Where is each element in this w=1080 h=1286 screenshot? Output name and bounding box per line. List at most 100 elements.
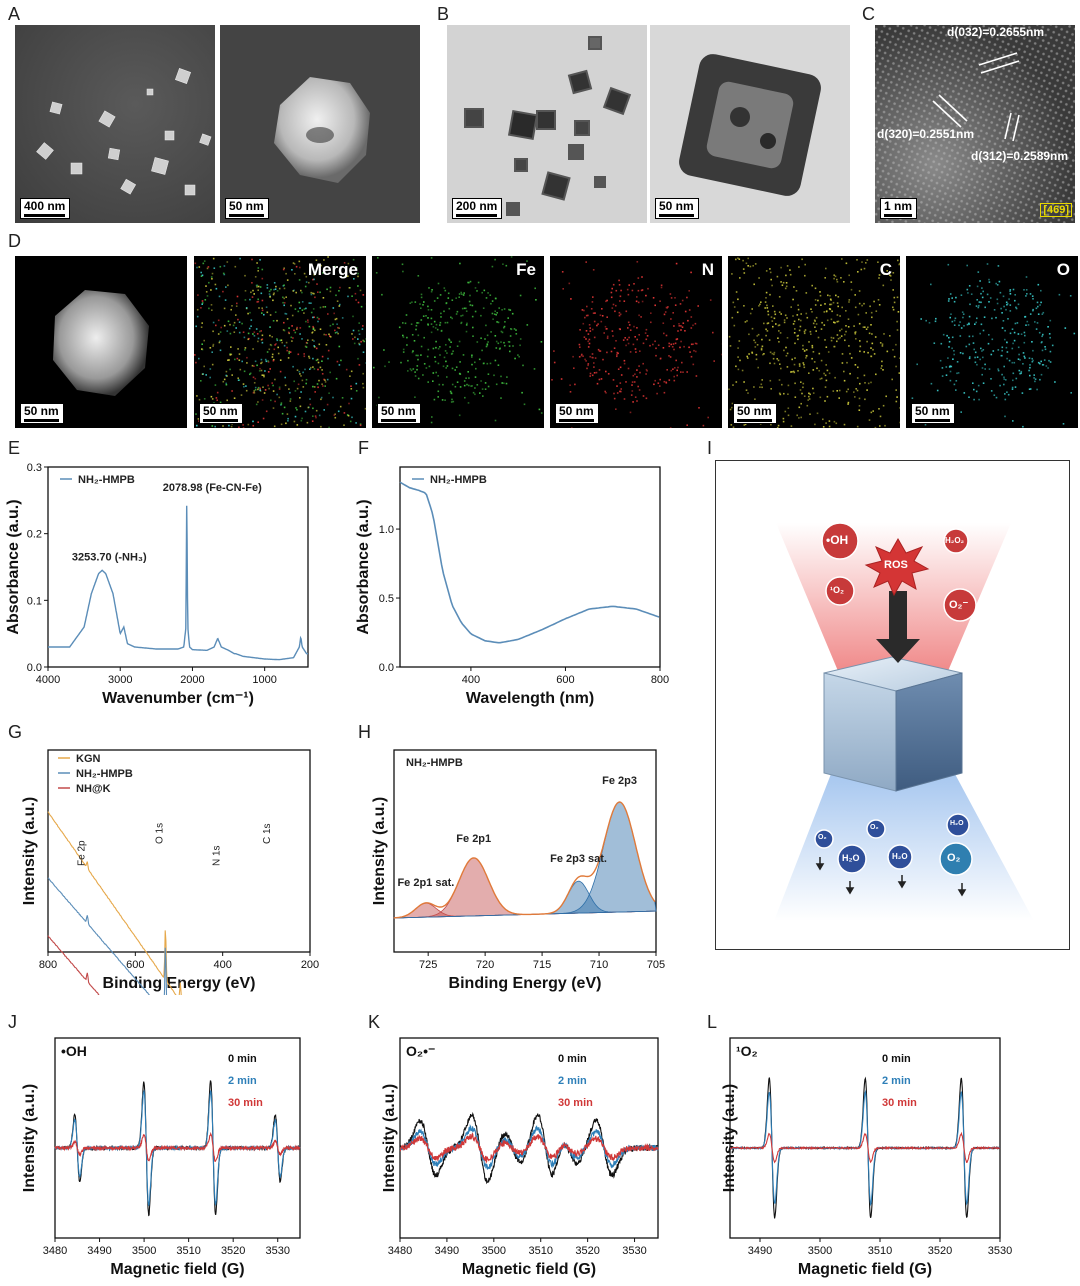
scale-bar: 50 nm xyxy=(655,198,699,219)
x-tick-label: 3520 xyxy=(575,1245,599,1257)
x-tick-label: 2000 xyxy=(180,674,204,686)
eds-element-label: Merge xyxy=(308,260,358,280)
legend-label: 0 min xyxy=(228,1053,257,1065)
x-tick-label: 3530 xyxy=(265,1245,289,1257)
panel-label-b: B xyxy=(437,4,449,25)
ftir-series-line xyxy=(48,506,308,660)
x-tick-label: 3510 xyxy=(176,1245,200,1257)
y-axis-label: Intensity (a.u.) xyxy=(21,1084,38,1192)
legend-label: NH@K xyxy=(76,783,111,795)
scale-bar: 200 nm xyxy=(452,198,502,219)
uv-series-line xyxy=(400,482,659,643)
peak-label: Fe 2p3 xyxy=(602,775,637,787)
scale-bar: 50 nm xyxy=(555,403,599,424)
x-tick-label: 3520 xyxy=(928,1245,952,1257)
eds-element-label: N xyxy=(702,260,714,280)
epr-singlet-oxygen-chart: 3490 3500 3510 3520 3530 Magnetic field (G) In… xyxy=(700,1030,1020,1286)
x-axis-label: Magnetic field (G) xyxy=(110,1261,244,1278)
x-tick-label: 400 xyxy=(462,674,480,686)
epr-series-line xyxy=(730,1134,1000,1163)
x-tick-label: 3490 xyxy=(87,1245,111,1257)
panel-label-i: I xyxy=(707,438,712,459)
x-tick-label: 720 xyxy=(476,959,494,971)
chart-title: O₂•⁻ xyxy=(406,1043,435,1059)
panel-label-d: D xyxy=(8,231,21,252)
panel-label-c: C xyxy=(862,4,875,25)
plot-frame xyxy=(55,1038,300,1238)
uv-vis-chart: 400 600 800 0.0 0.5 1.0 Wavelength (nm) Absorba… xyxy=(350,455,695,717)
y-tick-label: 0.2 xyxy=(27,529,42,541)
xps-survey-chart: 800 600 400 200 Binding Energy (eV) Intensity… xyxy=(0,740,345,995)
peak-annotation: Fe 2p xyxy=(76,840,87,866)
singlet-oxygen-label: ¹O₂ xyxy=(830,585,844,595)
peak-annotation: 2078.98 (Fe-CN-Fe) xyxy=(163,482,262,494)
x-tick-label: 800 xyxy=(651,674,669,686)
chart-title: •OH xyxy=(61,1043,87,1059)
x-axis-label: Binding Energy (eV) xyxy=(103,975,256,992)
y-tick-label: 0.1 xyxy=(27,595,42,607)
eds-map-fe: 50 nm Fe xyxy=(372,256,544,428)
legend-label: 30 min xyxy=(228,1097,263,1109)
legend-label: KGN xyxy=(76,753,101,765)
legend-label: 2 min xyxy=(558,1075,587,1087)
x-tick-label: 800 xyxy=(39,959,57,971)
o2-label: O₂ xyxy=(947,852,960,864)
hrtem-image: d(032)=0.2655nm d(320)=0.2551nm d(312)=0… xyxy=(875,25,1075,223)
x-tick-label: 1000 xyxy=(252,674,276,686)
x-tick-label: 725 xyxy=(419,959,437,971)
ftir-chart: 4000 3000 2000 1000 0.0 0.1 0.2 0.3 Wavenumber (… xyxy=(0,455,345,717)
scale-bar: 50 nm xyxy=(199,403,243,424)
scale-bar: 50 nm xyxy=(20,403,64,424)
x-tick-label: 705 xyxy=(647,959,665,971)
x-tick-label: 3520 xyxy=(221,1245,245,1257)
h2o2-label: H₂O₂ xyxy=(945,536,964,545)
legend-label: 2 min xyxy=(228,1075,257,1087)
d-spacing-label: d(320)=0.2551nm xyxy=(877,127,974,141)
y-axis-label: Absorbance (a.u.) xyxy=(355,499,372,634)
eds-element-label: C xyxy=(880,260,892,280)
x-tick-label: 3000 xyxy=(108,674,132,686)
x-axis-label: Binding Energy (eV) xyxy=(449,975,602,992)
zone-axis-label: [469] xyxy=(1040,203,1072,217)
y-tick-label: 0.5 xyxy=(379,593,394,605)
y-axis-label: Intensity (a.u.) xyxy=(21,797,38,905)
eds-element-label: Fe xyxy=(516,260,536,280)
sem-overview-image: 400 nm xyxy=(15,25,215,223)
plot-frame xyxy=(400,1038,658,1238)
legend-label: NH₂-HMPB xyxy=(76,768,133,780)
eds-element-label: O xyxy=(1057,260,1070,280)
legend-label: 30 min xyxy=(882,1097,917,1109)
legend-label: NH₂-HMPB xyxy=(78,474,135,486)
plot-frame xyxy=(48,750,310,952)
y-axis-label: Intensity (a.u.) xyxy=(721,1084,738,1192)
y-tick-label: 0.0 xyxy=(27,662,42,674)
sem-particle-image: 50 nm xyxy=(220,25,420,223)
epr-series-line xyxy=(55,1134,300,1162)
x-tick-label: 3500 xyxy=(482,1245,506,1257)
epr-series-line xyxy=(400,1114,658,1183)
x-axis-label: Magnetic field (G) xyxy=(462,1261,596,1278)
y-axis-label: Intensity (a.u.) xyxy=(381,1084,398,1192)
x-tick-label: 600 xyxy=(126,959,144,971)
x-axis-label: Wavelength (nm) xyxy=(466,690,594,707)
legend-label: NH₂-HMPB xyxy=(430,474,487,486)
x-tick-label: 3510 xyxy=(528,1245,552,1257)
peak-annotation: O 1s xyxy=(154,823,165,844)
x-tick-label: 710 xyxy=(590,959,608,971)
xps-fe2p-chart: 725 720 715 710 705 Binding Energy (eV) Intens… xyxy=(350,740,695,995)
x-tick-label: 3530 xyxy=(622,1245,646,1257)
oh-radical-label: •OH xyxy=(826,533,848,547)
y-tick-label: 0.3 xyxy=(27,462,42,474)
x-tick-label: 600 xyxy=(556,674,574,686)
o2-label: O₂ xyxy=(818,834,827,841)
legend-label: 0 min xyxy=(882,1053,911,1065)
x-tick-label: 3510 xyxy=(868,1245,892,1257)
legend-label: 2 min xyxy=(882,1075,911,1087)
peak-label: Fe 2p3 sat. xyxy=(550,853,607,865)
x-tick-label: 3480 xyxy=(43,1245,67,1257)
chart-title: ¹O₂ xyxy=(736,1043,758,1059)
scale-bar: 50 nm xyxy=(911,403,955,424)
x-tick-label: 3490 xyxy=(748,1245,772,1257)
eds-map-o: 50 nm O xyxy=(906,256,1078,428)
legend-label: 0 min xyxy=(558,1053,587,1065)
